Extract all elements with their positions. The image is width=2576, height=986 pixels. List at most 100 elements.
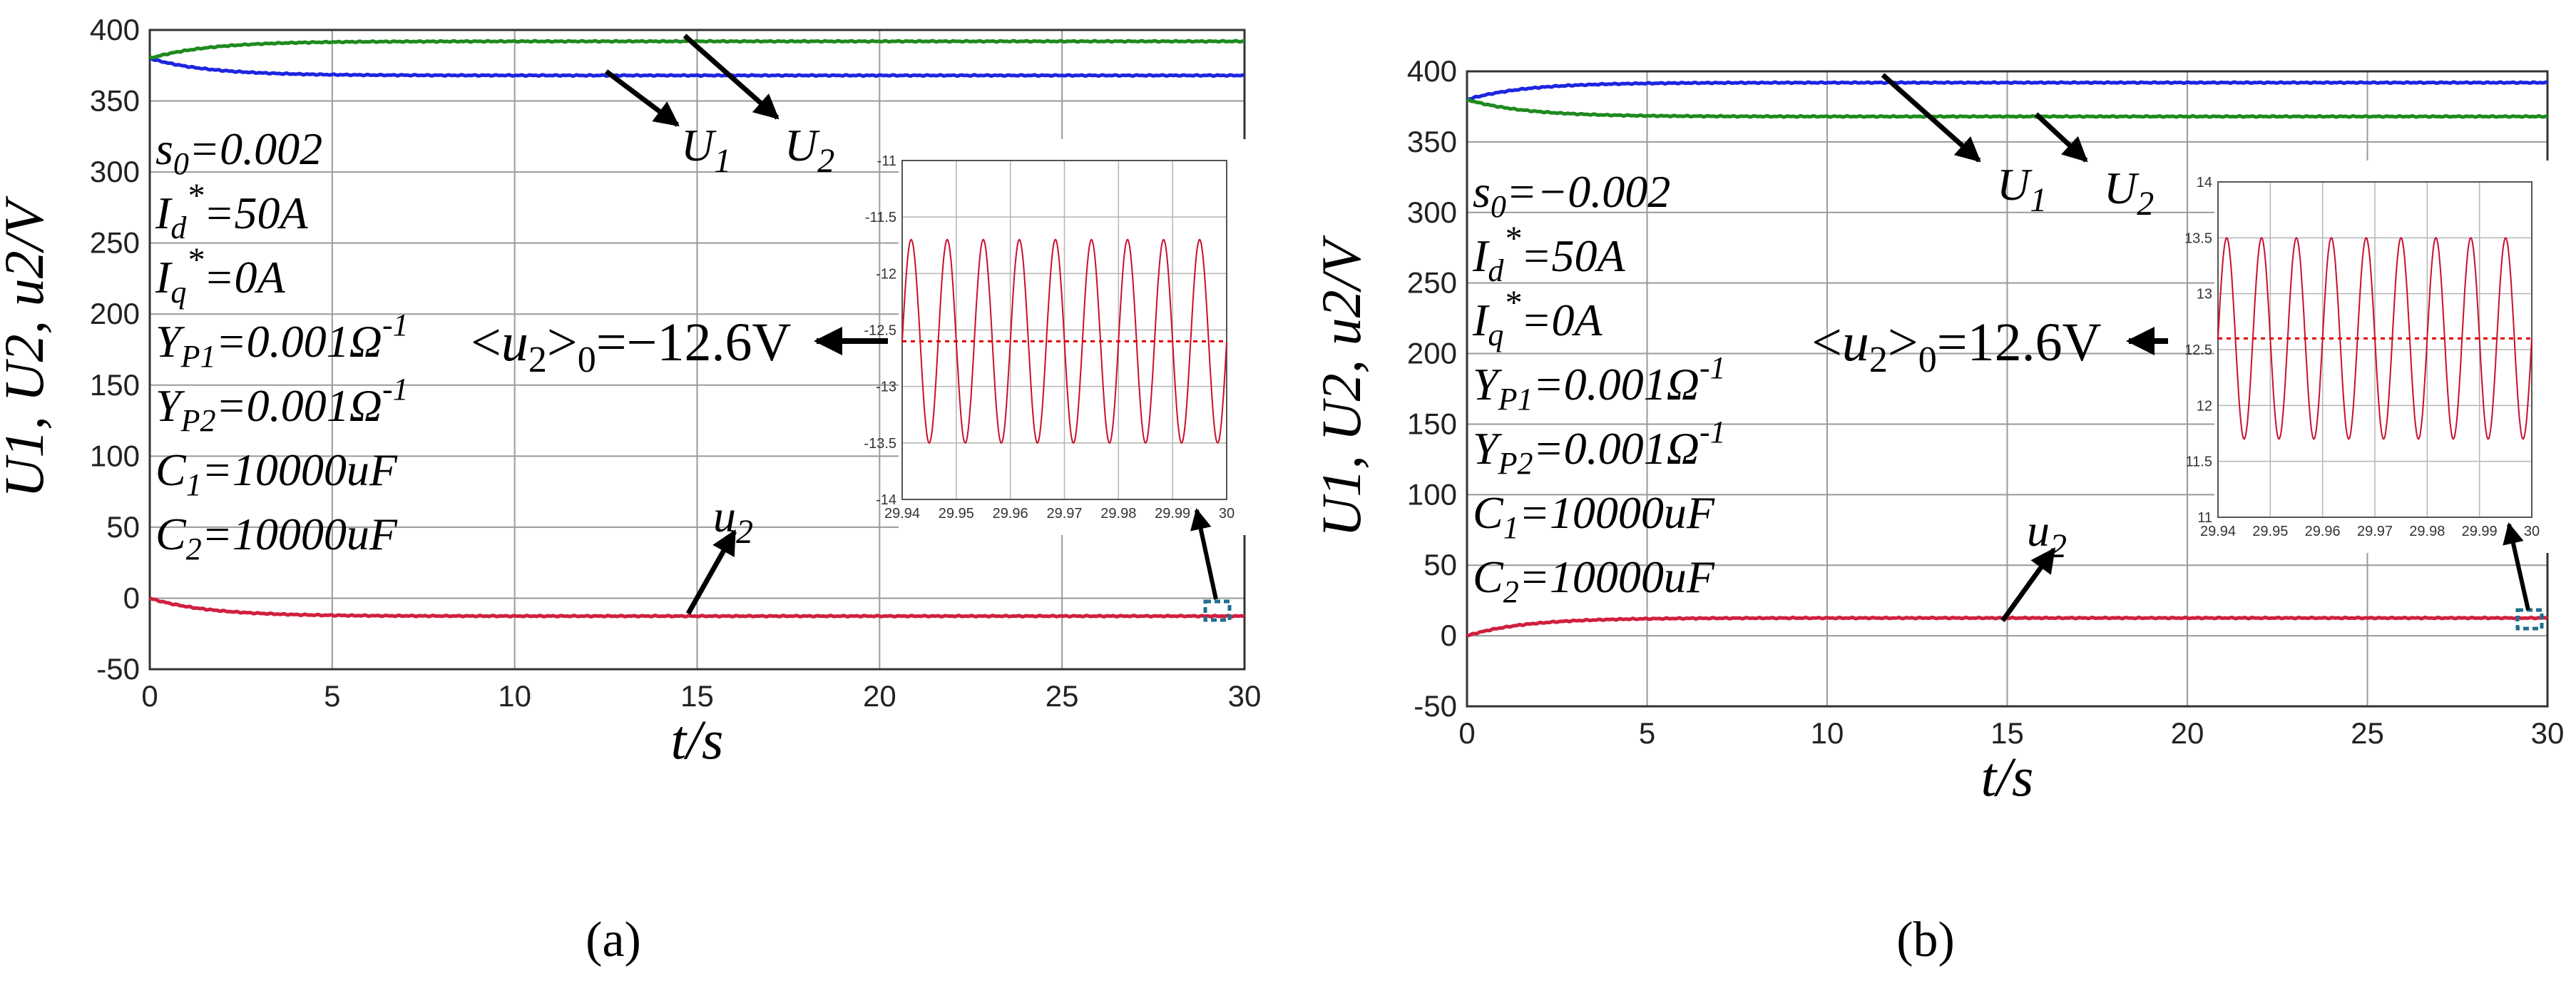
zoom-arrow (2503, 522, 2530, 611)
x-tick-label: 25 (1046, 679, 1079, 713)
y-tick-label: 300 (1407, 195, 1457, 229)
inset-x-tick-label: 29.95 (939, 506, 974, 522)
U1-arrow (604, 69, 680, 127)
x-tick-label: 5 (1639, 716, 1655, 750)
inset-x-tick-label: 29.97 (1046, 506, 1082, 522)
caption-a: (a) (586, 913, 641, 967)
inset-y-tick-label: -11 (877, 153, 896, 169)
x-tick-label: 30 (1228, 679, 1262, 713)
inset-x-tick-label: 29.96 (2305, 524, 2341, 539)
y-tick-label: 200 (1407, 337, 1457, 370)
series-line-U2 (1466, 97, 2548, 119)
inset-x-tick-label: 30 (2524, 524, 2540, 539)
zoom-region-marker (1203, 599, 1232, 622)
series-line-u2 (149, 596, 1245, 619)
panel-b: 0 5 10 15 20 25 30-50050100150200250300350400t… (1310, 54, 2571, 808)
x-tick-label: 20 (2171, 716, 2204, 750)
inset-y-tick-label: 12 (2197, 398, 2212, 414)
inset-y-tick-label: 11.5 (2186, 454, 2212, 470)
inset-y-tick-label: -12 (876, 266, 896, 282)
inset-y-tick-label: -11.5 (865, 210, 896, 225)
U2-label: U2 (784, 120, 834, 180)
inset-x-tick-label: 29.98 (1100, 506, 1136, 522)
U2-label: U2 (2104, 163, 2154, 223)
param-label: Id*=50A (1472, 220, 1626, 288)
x-tick-label: 10 (498, 679, 531, 713)
y-tick-label: 350 (1407, 125, 1457, 158)
y-tick-label: -50 (96, 652, 140, 686)
param-label: Id*=50A (155, 177, 309, 245)
inset-x-tick-label: 29.97 (2357, 524, 2393, 539)
y-tick-label: 400 (1407, 54, 1457, 88)
y-axis-label: U1, U2, u2/V (1310, 235, 1372, 537)
param-label: YP1=0.001Ω-1 (1473, 350, 1726, 417)
inset-y-tick-label: -13 (876, 380, 896, 395)
caption-b: (b) (1896, 913, 1955, 967)
inset-y-tick-label: -12.5 (864, 323, 896, 339)
x-tick-label: 10 (1811, 716, 1844, 750)
param-label: Iq*=0A (155, 241, 286, 310)
param-label: Iq*=0A (1472, 284, 1603, 352)
x-tick-label: 5 (324, 679, 340, 713)
param-label: YP2=0.001Ω-1 (1473, 415, 1726, 481)
x-tick-label: 0 (141, 679, 158, 713)
x-tick-label: 20 (863, 679, 896, 713)
inset-y-tick-label: -13.5 (864, 436, 896, 452)
param-label: C2=10000uF (155, 509, 398, 566)
U1-label: U1 (681, 120, 731, 180)
param-label: s0=0.002 (155, 123, 322, 181)
x-tick-label: 30 (2531, 716, 2565, 750)
u2-label: u2 (2027, 505, 2067, 565)
u2-label: u2 (713, 491, 753, 551)
inset-y-tick-label: 13.5 (2184, 230, 2212, 246)
u2-arrow (685, 529, 737, 615)
series-line-U1 (149, 56, 1245, 78)
inset-y-tick-label: 11 (2197, 510, 2212, 526)
inset-x-tick-label: 30 (1219, 506, 1235, 522)
param-label: C1=10000uF (1473, 487, 1715, 545)
inset-y-tick-label: 13 (2197, 287, 2212, 303)
y-tick-label: -50 (1414, 689, 1457, 723)
panel-a: 0 5 10 15 20 25 30-50050100150200250300350400t… (0, 13, 1266, 771)
x-axis-label: t/s (671, 708, 724, 771)
param-label: C2=10000uF (1473, 552, 1715, 609)
x-tick-label: 25 (2351, 716, 2384, 750)
inset-background (2214, 161, 2571, 553)
U1-label: U1 (1997, 159, 2047, 219)
inset-x-tick-label: 29.99 (1155, 506, 1190, 522)
y-axis-label: U1, U2, u2/V (0, 195, 55, 498)
y-tick-label: 150 (1407, 407, 1457, 440)
U2-arrow (683, 34, 780, 120)
zoom-region-marker (2515, 608, 2544, 631)
x-tick-label: 15 (1990, 716, 2024, 750)
y-tick-label: 0 (1441, 619, 1457, 652)
inset-y-tick-label: -14 (876, 492, 896, 508)
param-label: YP1=0.001Ω-1 (155, 308, 409, 374)
x-tick-label: 0 (1458, 716, 1475, 750)
inset-x-tick-label: 29.95 (2252, 524, 2288, 539)
inset-x-tick-label: 29.98 (2409, 524, 2445, 539)
series-line-U2 (149, 39, 1245, 60)
average-label: <u2>0=−12.6V (471, 312, 791, 380)
y-tick-label: 50 (106, 510, 140, 544)
y-tick-label: 350 (90, 84, 140, 118)
U1-arrow (1881, 73, 1981, 163)
y-tick-label: 0 (123, 581, 140, 614)
y-tick-label: 400 (90, 13, 140, 46)
y-tick-label: 250 (1407, 266, 1457, 300)
param-label: YP2=0.001Ω-1 (155, 372, 409, 438)
u2-arrow (2000, 547, 2056, 623)
inset-x-tick-label: 29.96 (993, 506, 1028, 522)
inset-x-tick-label: 29.94 (2200, 524, 2236, 539)
y-tick-label: 300 (90, 155, 140, 188)
inset-y-tick-label: 14 (2197, 175, 2212, 190)
param-label: s0=−0.002 (1473, 166, 1670, 224)
U2-arrow (2034, 112, 2088, 163)
y-tick-label: 100 (1407, 477, 1457, 511)
y-tick-label: 50 (1424, 548, 1457, 581)
inset-x-tick-label: 29.99 (2462, 524, 2498, 539)
x-tick-label: 15 (680, 679, 714, 713)
y-tick-label: 100 (90, 439, 140, 472)
zoom-arrow (1190, 508, 1218, 600)
